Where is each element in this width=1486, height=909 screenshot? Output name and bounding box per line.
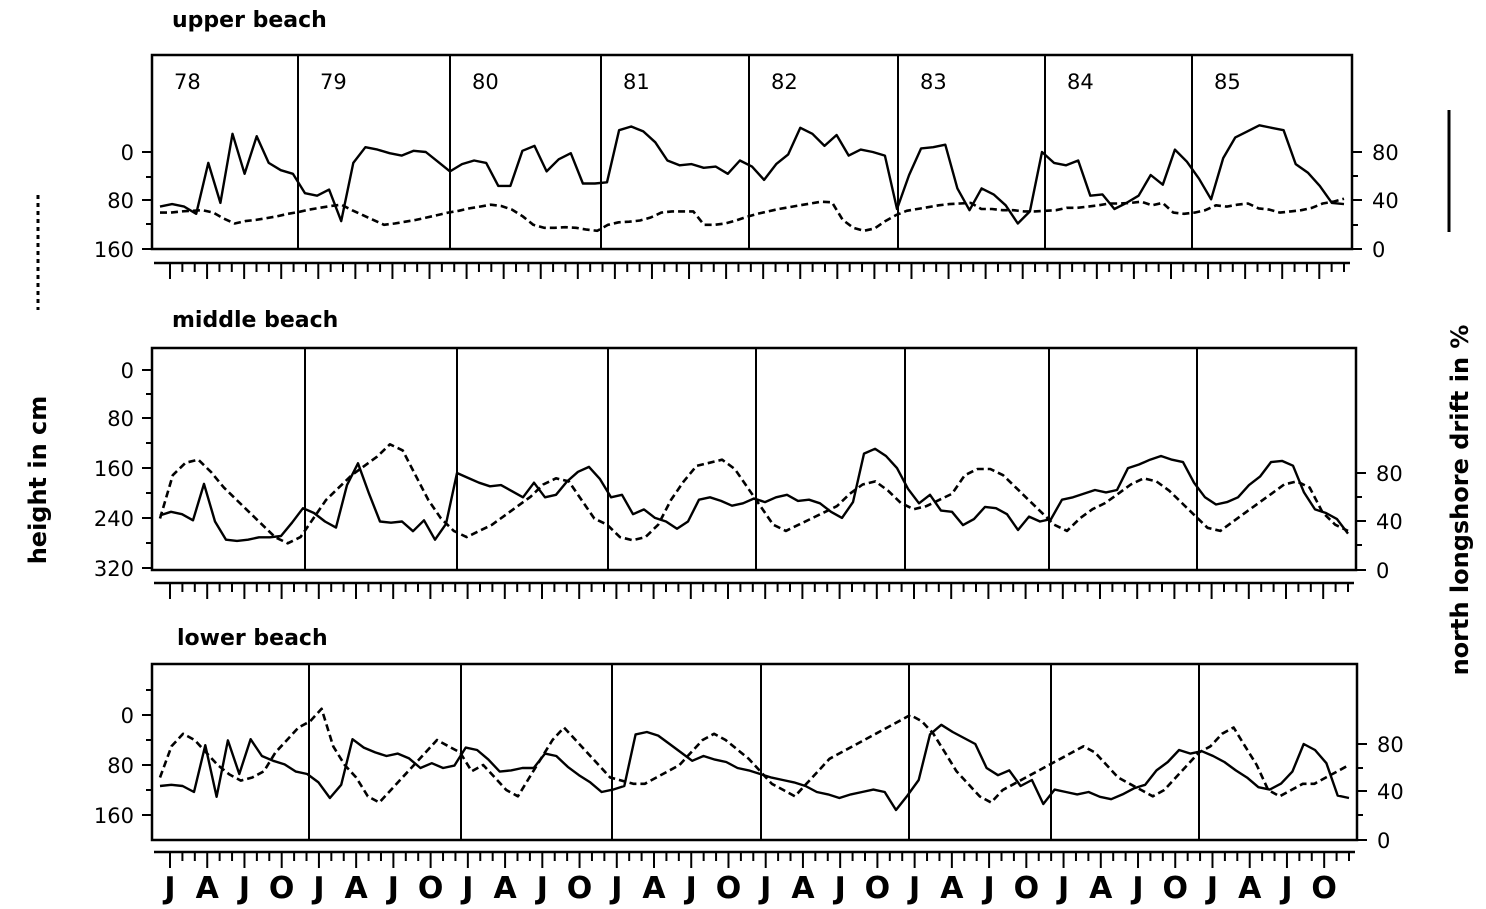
month-label: O [1311,871,1337,905]
right-tick-label: 40 [1372,189,1399,213]
right-tick-label: 40 [1377,780,1404,804]
panel-title-lower-beach: lower beach [177,626,328,651]
left-axis-label: height in cm [24,396,52,565]
month-label: J [907,871,920,905]
panel-title-middle-beach: middle beach [172,308,338,333]
panel-title-upper-beach: upper beach [172,8,327,33]
drift-series-solid-2 [159,723,1350,812]
left-tick-label: 320 [94,557,134,581]
month-label: J [982,871,995,905]
year-label: 80 [472,70,499,94]
month-label: J [237,871,250,905]
right-tick-label: 80 [1372,141,1399,165]
month-label: J [311,871,324,905]
left-tick-label: 160 [94,457,134,481]
left-tick-label: 160 [94,804,134,828]
left-tick-label: 160 [94,238,134,262]
panel-2: 0 80 160 0 40 80 [94,662,1404,868]
right-tick-label: 0 [1376,559,1389,583]
month-label: J [460,871,473,905]
left-tick-label: 80 [107,189,134,213]
year-label: 85 [1214,70,1241,94]
month-label: J [1056,871,1069,905]
month-label: A [196,871,220,905]
height-series-dashed-0 [160,197,1345,233]
right-axis-label: north longshore drift in % [1446,325,1474,676]
left-tick-label: 80 [107,407,134,431]
month-label: J [1279,871,1292,905]
year-label: 79 [320,70,347,94]
month-label: A [791,871,815,905]
panel-0: 78 79 80 81 82 83 84 85 0 80 160 0 40 80 [94,53,1399,279]
left-tick-label: 0 [121,141,134,165]
month-label: O [1014,871,1040,905]
left-tick-label: 0 [121,359,134,383]
right-tick-label: 80 [1376,462,1403,486]
right-tick-label: 40 [1376,510,1403,534]
month-label: J [758,871,771,905]
month-label: J [609,871,622,905]
month-label: A [642,871,666,905]
year-label: 81 [623,70,650,94]
year-label: 83 [920,70,947,94]
drift-series-solid-1 [159,447,1349,543]
year-label: 82 [771,70,798,94]
month-label: A [1238,871,1262,905]
month-label: O [567,871,593,905]
right-tick-label: 80 [1377,733,1404,757]
month-label: J [684,871,697,905]
month-label: O [1162,871,1188,905]
month-label: J [1130,871,1143,905]
height-series-dashed-2 [158,707,1350,804]
drift-series-solid-0 [159,124,1345,225]
left-tick-label: 0 [121,704,134,728]
panel-frame [150,662,1359,842]
right-tick-label: 0 [1372,238,1385,262]
left-tick-label: 240 [94,507,134,531]
month-label: O [269,871,295,905]
month-label: O [865,871,891,905]
month-label: A [493,871,517,905]
month-label: J [1205,871,1218,905]
right-tick-label: 0 [1377,829,1390,853]
month-label: J [162,871,175,905]
panel-1: 0 80 160 240 320 0 40 80 [94,346,1403,599]
panel-frame [150,346,1358,572]
month-label: A [940,871,964,905]
month-label: O [716,871,742,905]
month-label: J [535,871,548,905]
month-label: A [345,871,369,905]
month-label: J [386,871,399,905]
year-label: 84 [1067,70,1094,94]
height-series-dashed-1 [158,443,1349,545]
month-label: J [833,871,846,905]
year-label: 78 [174,70,201,94]
left-tick-label: 80 [107,754,134,778]
month-label: A [1089,871,1113,905]
month-label: O [418,871,444,905]
